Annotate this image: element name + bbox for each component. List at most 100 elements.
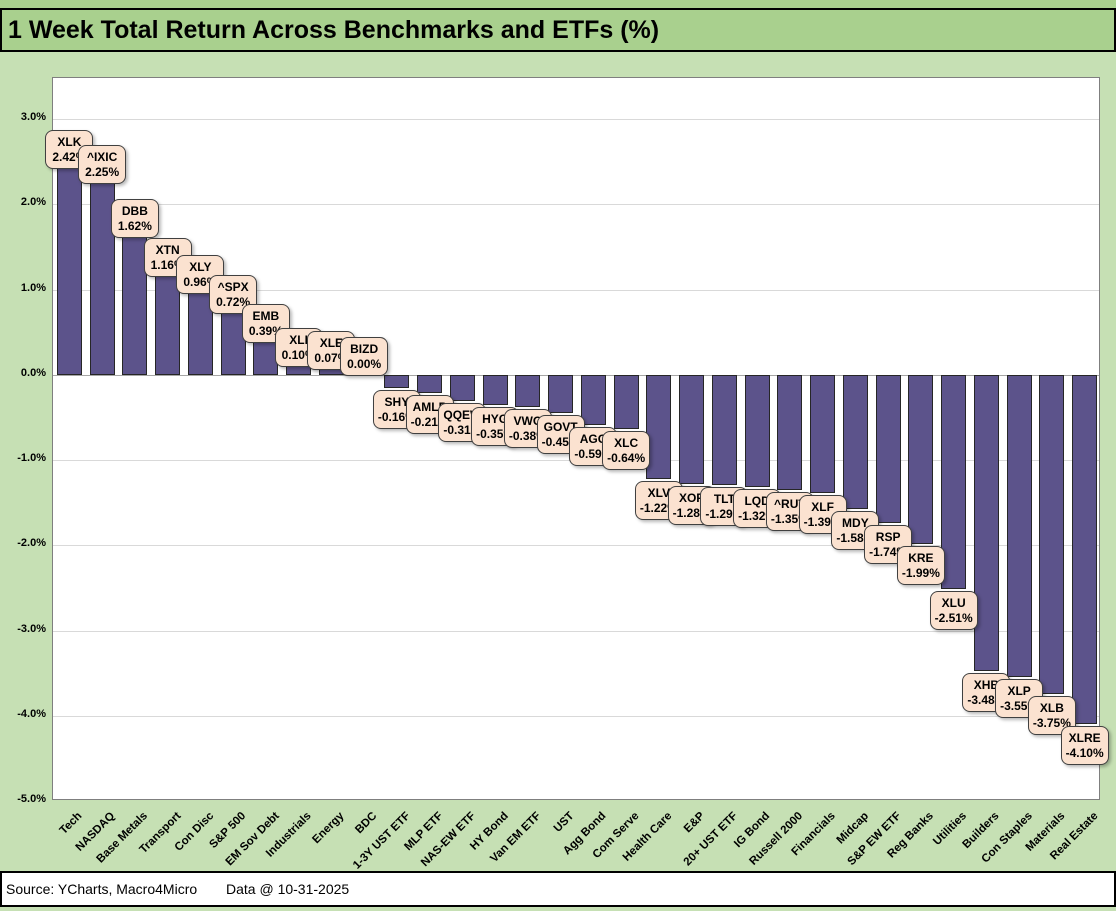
y-axis: 3.0% 2.0% 1.0% 0.0% -1.0% -2.0% -3.0% -4.0% -5.0… xyxy=(0,77,46,805)
data-label-value: 2.42% xyxy=(52,150,87,165)
bar-XLF xyxy=(810,374,836,494)
y-axis-tick: 0.0% xyxy=(20,366,46,379)
y-axis-tick: -5.0% xyxy=(17,793,46,805)
data-label-ticker: HYG xyxy=(482,411,509,426)
bar-AGG xyxy=(580,374,606,426)
bar-XLY xyxy=(187,292,213,375)
bar-XHB xyxy=(973,374,999,672)
bar-XLV xyxy=(646,374,672,479)
y-axis-tick: -2.0% xyxy=(17,537,46,550)
bar-XLC xyxy=(613,374,639,430)
data-label-ticker: XLK xyxy=(57,135,82,150)
x-axis-label: E&P xyxy=(681,810,708,836)
y-axis-tick: -3.0% xyxy=(17,622,46,635)
data-label-value: -3.75% xyxy=(1032,716,1071,731)
y-axis-tick: 3.0% xyxy=(20,111,46,123)
bar-EMB xyxy=(253,341,279,375)
bar-GOVT xyxy=(548,374,574,414)
data-label-value: 0.96% xyxy=(183,274,218,289)
x-axis-label: Energy xyxy=(310,810,347,847)
bar-AMLP xyxy=(417,374,443,393)
data-label-ticker: KRE xyxy=(908,551,934,566)
data-label-ticker: VWO xyxy=(513,414,543,429)
data-label-ticker: BIZD xyxy=(350,341,379,356)
data-label-value: 0.10% xyxy=(281,348,316,363)
bar-KRE xyxy=(908,374,934,545)
data-label-ticker: XHB xyxy=(973,678,1000,693)
data-label-value: -4.10% xyxy=(1065,746,1104,761)
data-label-ticker: XLV xyxy=(647,485,671,500)
x-axis-label: BDC xyxy=(353,810,380,837)
data-label-ticker: AGG xyxy=(579,432,608,447)
x-axis: Tech NASDAQ Base Metals Transport Con Disc S&… xyxy=(52,800,1100,872)
bar-XTN xyxy=(155,275,181,375)
data-label-XLU: XLU -2.51% xyxy=(929,590,978,630)
data-label-KRE: KRE -1.99% xyxy=(896,546,945,586)
data-label-ticker: SHY xyxy=(384,395,410,410)
data-label-ticker: XLC xyxy=(614,436,639,451)
gridline xyxy=(53,630,1099,632)
gridline xyxy=(53,715,1099,717)
data-label-ticker: ^SPX xyxy=(217,280,249,295)
bar-MDY xyxy=(842,374,868,510)
data-label-ticker: XOP xyxy=(678,490,705,505)
bar-SHY xyxy=(384,374,410,389)
data-label-value: 1.16% xyxy=(150,257,185,272)
data-label-DBB: DBB 1.62% xyxy=(110,198,159,238)
data-label-ticker: XLB xyxy=(1039,701,1064,716)
data-label-XLC: XLC -0.64% xyxy=(602,431,651,471)
y-axis-tick: 1.0% xyxy=(20,281,46,294)
gridline xyxy=(53,289,1099,291)
data-label-value: -2.51% xyxy=(934,610,973,625)
data-label-XLRE: XLRE -4.10% xyxy=(1060,726,1109,766)
bar-XLB xyxy=(1039,374,1065,695)
gridline xyxy=(53,545,1099,547)
bar-XLI xyxy=(286,366,312,375)
bar-QQEW xyxy=(449,374,475,402)
data-label-BIZD: BIZD 0.00% xyxy=(340,336,389,376)
data-label-ticker: XLU xyxy=(941,595,966,610)
zero-gridline xyxy=(53,374,1099,376)
bar-XLK xyxy=(56,168,82,375)
data-label-value: -1.99% xyxy=(901,566,940,581)
data-label-ticker: GOVT xyxy=(543,420,578,435)
title-bar: 1 Week Total Return Across Benchmarks an… xyxy=(0,8,1116,52)
data-label-ticker: XLRE xyxy=(1068,731,1101,746)
bar-RUT xyxy=(777,374,803,490)
data-label-ticker: AMLP xyxy=(412,399,447,414)
data-label-value: 0.39% xyxy=(248,323,283,338)
bar-VWO xyxy=(515,374,541,408)
gridline xyxy=(53,204,1099,206)
data-label-ticker: XLF xyxy=(811,500,834,515)
data-label-XLB: XLB -3.75% xyxy=(1027,696,1076,736)
data-label-value: 0.72% xyxy=(216,295,251,310)
x-axis-label: Tech xyxy=(57,810,85,837)
data-label-ticker: ^RUT xyxy=(774,496,806,511)
data-label-ticker: DBB xyxy=(121,203,148,218)
bar-TLT xyxy=(711,374,737,485)
data-label-IXIC: ^IXIC 2.25% xyxy=(78,144,127,184)
bar-DBB xyxy=(122,236,148,375)
page-top-strip xyxy=(0,0,1116,8)
data-label-ticker: ^IXIC xyxy=(86,149,118,164)
data-label-ticker: XLE xyxy=(319,335,344,350)
bar-LQD xyxy=(744,374,770,488)
bar-XOP xyxy=(679,374,705,484)
data-label-value: 0.00% xyxy=(347,356,382,371)
bar-XLRE xyxy=(1072,374,1098,725)
data-label-value: 0.07% xyxy=(314,350,349,365)
y-axis-tick: 2.0% xyxy=(20,196,46,209)
data-label-ticker: XLP xyxy=(1007,684,1031,699)
data-label-ticker: TLT xyxy=(713,491,735,506)
data-label-value: 1.62% xyxy=(117,218,152,233)
data-label-value: -0.64% xyxy=(607,451,646,466)
data-label-ticker: XLI xyxy=(289,333,308,348)
data-label-ticker: XTN xyxy=(155,242,180,257)
bar-XLU xyxy=(941,374,967,589)
bar-HYG xyxy=(482,374,508,405)
footer-bar: Source: YCharts, Macro4Micro Data @ 10-3… xyxy=(0,871,1116,907)
x-axis-label: UST xyxy=(551,810,577,835)
data-label-value: 2.25% xyxy=(85,164,120,179)
bar-IXIC xyxy=(89,182,115,375)
data-date-text: Data @ 10-31-2025 xyxy=(226,881,350,897)
